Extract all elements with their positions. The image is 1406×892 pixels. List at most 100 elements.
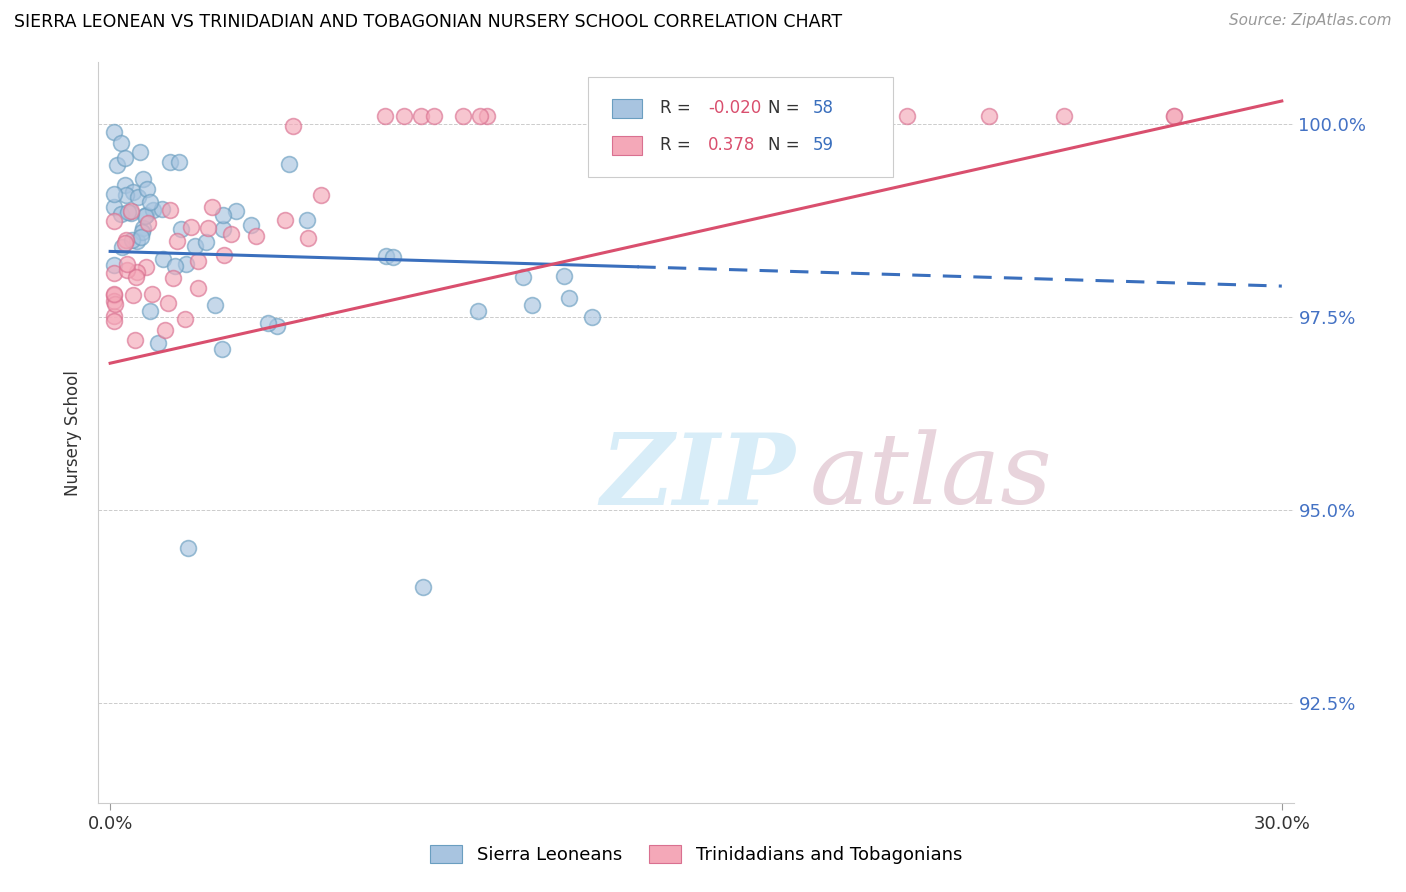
Point [187,281,209,295]
Point [103,309,125,323]
Point [686,110,709,124]
Point [600,110,623,124]
Text: Source: ZipAtlas.com: Source: ZipAtlas.com [1229,13,1392,29]
Point [166,234,188,248]
Point [1163,110,1185,124]
Point [115,187,138,202]
Point [128,145,150,159]
Point [117,204,139,219]
Point [295,213,318,227]
Point [297,231,319,245]
Point [103,125,125,139]
Point [211,208,233,222]
Point [127,190,149,204]
Point [157,296,180,310]
Point [115,257,138,271]
Point [138,216,160,230]
Point [221,227,243,241]
Point [105,158,128,172]
Point [1163,110,1185,124]
Point [125,270,148,285]
Point [211,221,233,235]
Point [136,182,159,196]
Point [103,314,125,328]
Point [103,293,125,308]
Point [176,257,198,271]
Point [211,342,233,356]
Point [103,258,125,272]
Point [141,286,163,301]
Point [197,220,219,235]
Point [257,316,280,330]
Point [381,250,404,264]
Point [266,319,288,334]
Point [111,240,134,254]
Point [278,157,301,171]
Point [375,249,398,263]
Point [225,203,247,218]
FancyBboxPatch shape [613,136,643,154]
Point [114,235,136,250]
Point [115,233,138,247]
Point [117,263,139,277]
Text: ZIP: ZIP [600,429,796,525]
Point [553,269,575,284]
Point [170,221,193,235]
Point [153,323,176,337]
Y-axis label: Nursery School: Nursery School [65,369,83,496]
Point [114,152,136,166]
Point [121,205,143,219]
Point [411,110,433,124]
Point [159,155,181,169]
Point [129,229,152,244]
Point [392,110,415,124]
Text: N =: N = [768,136,804,154]
Point [139,303,162,318]
Text: atlas: atlas [810,429,1052,524]
Point [412,580,434,594]
Point [110,207,132,221]
Point [204,298,226,312]
Point [159,203,181,218]
Point [374,110,396,124]
Point [135,208,157,222]
Point [103,213,125,227]
Point [142,202,165,217]
Point [162,270,184,285]
Point [180,219,202,234]
FancyBboxPatch shape [589,78,893,178]
Text: 0.378: 0.378 [709,136,755,154]
Point [120,203,142,218]
Point [581,310,603,324]
Point [977,110,1000,124]
Point [121,288,143,302]
Point [146,336,169,351]
Point [103,288,125,302]
Text: SIERRA LEONEAN VS TRINIDADIAN AND TOBAGONIAN NURSERY SCHOOL CORRELATION CHART: SIERRA LEONEAN VS TRINIDADIAN AND TOBAGO… [14,13,842,31]
Point [103,200,125,214]
Point [131,225,153,239]
Point [281,119,304,133]
Point [110,136,132,151]
Point [131,220,153,235]
Point [174,312,197,326]
Point [558,291,581,305]
Point [104,297,127,311]
Point [135,260,157,275]
Point [273,213,295,227]
Point [139,194,162,209]
Point [467,303,489,318]
Point [124,333,146,347]
Point [239,218,262,232]
Point [103,266,125,280]
Point [121,185,143,199]
Point [451,110,474,124]
Point [423,110,446,124]
Point [184,239,207,253]
Point [132,171,155,186]
Text: -0.020: -0.020 [709,99,761,118]
Point [127,265,149,279]
Point [103,287,125,301]
Point [468,110,491,124]
Legend: Sierra Leoneans, Trinidadians and Tobagonians: Sierra Leoneans, Trinidadians and Tobago… [430,845,962,864]
